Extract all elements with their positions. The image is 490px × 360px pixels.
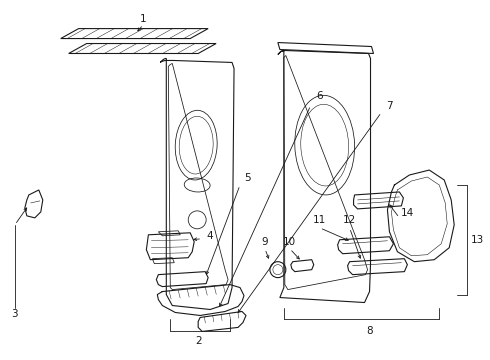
Text: 14: 14 xyxy=(401,208,414,218)
Text: 1: 1 xyxy=(140,14,147,24)
Text: 8: 8 xyxy=(366,327,373,336)
Text: 4: 4 xyxy=(207,231,214,241)
Text: 13: 13 xyxy=(470,235,484,245)
Text: 5: 5 xyxy=(245,173,251,183)
Text: 3: 3 xyxy=(12,310,18,319)
Text: 9: 9 xyxy=(262,237,268,247)
Text: 7: 7 xyxy=(386,101,393,111)
Text: 2: 2 xyxy=(195,336,201,346)
Text: 6: 6 xyxy=(317,91,323,101)
Text: 11: 11 xyxy=(313,215,326,225)
Text: 12: 12 xyxy=(343,215,356,225)
Text: 10: 10 xyxy=(283,237,296,247)
